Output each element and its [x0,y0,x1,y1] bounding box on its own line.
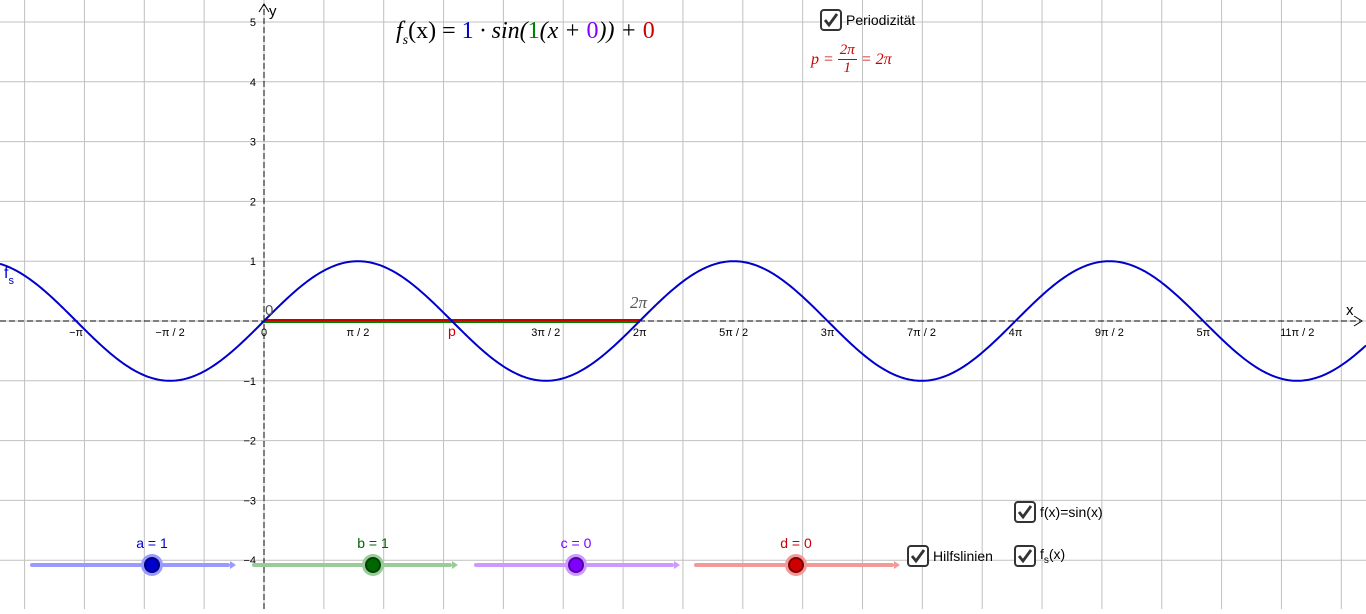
x-tick-label: −π [69,327,83,339]
y-axis-arrow [258,3,270,13]
checkmark-icon [820,9,842,31]
slider-d[interactable]: d = 0 [694,535,904,575]
y-tick-label: 4 [250,77,256,89]
x-tick-label: 5π / 2 [719,327,748,339]
period-end-label: 2π [630,293,648,312]
axes: xy [0,3,1363,609]
f-sin-label: f(x)=sin(x) [1040,504,1103,520]
x-tick-label: 2π [633,327,647,339]
slider-a-track[interactable] [30,563,230,567]
slider-c-label: c = 0 [560,535,592,551]
slider-d-knob[interactable] [788,557,804,573]
x-tick-label: 7π / 2 [907,327,936,339]
y-axis-label: y [269,3,277,20]
slider-a-knob[interactable] [144,557,160,573]
slider-d-arrow-icon [894,561,900,569]
x-axis-arrow [1353,315,1363,327]
x-tick-label: 4π [1009,327,1023,339]
slider-b-label: b = 1 [357,535,389,551]
y-tick-label: 3 [250,137,256,149]
period-formula: p = 2π 1 = 2π [811,42,892,76]
y-tick-label: 2 [250,196,256,208]
y-tick-label: 1 [250,256,256,268]
y-tick-label: −3 [243,495,256,507]
hilfslinien-label: Hilfslinien [933,548,993,564]
curve-label: fs [4,265,14,287]
tick-labels: −π −π / 2 0 π / 2 p 3π / 2 2π 5π / 2 3π 7π / 2 4π 9… [69,17,1314,567]
slider-a[interactable]: a = 1 [30,535,240,575]
fs-checkbox[interactable]: fs(x) [1014,545,1065,567]
slider-b[interactable]: b = 1 [252,535,462,575]
slider-c-knob[interactable] [568,557,584,573]
slider-a-label: a = 1 [136,535,168,551]
x-tick-label: 0 [261,327,267,339]
x-tick-label: 3π / 2 [531,327,560,339]
checkmark-icon [907,545,929,567]
y-tick-label: 5 [250,17,256,29]
function-formula: fs(x) = 1 · sin(1(x + 0)) + 0 [396,18,655,48]
x-tick-label: 3π [821,327,835,339]
x-tick-label: p [448,323,456,339]
slider-b-track[interactable] [252,563,452,567]
slider-d-label: d = 0 [780,535,812,551]
hilfslinien-checkbox[interactable]: Hilfslinien [907,545,993,567]
function-curve-fs[interactable] [0,260,1366,382]
x-tick-label: π / 2 [346,327,369,339]
x-tick-label: −π / 2 [155,327,184,339]
y-tick-label: −1 [243,376,256,388]
periodizitaet-checkbox[interactable]: Periodizität [820,9,915,31]
f-sin-checkbox[interactable]: f(x)=sin(x) [1014,501,1103,523]
y-tick-label: −2 [243,436,256,448]
slider-b-knob[interactable] [365,557,381,573]
x-tick-label: 11π / 2 [1280,327,1314,339]
x-tick-label: 9π / 2 [1095,327,1124,339]
x-axis-label: x [1346,302,1354,319]
slider-b-arrow-icon [452,561,458,569]
checkmark-icon [1014,545,1036,567]
period-start-label: 0 [265,302,273,319]
slider-c[interactable]: c = 0 [474,535,684,575]
slider-a-arrow-icon [230,561,236,569]
x-tick-label: 5π [1196,327,1210,339]
checkmark-icon [1014,501,1036,523]
fs-label: fs(x) [1040,546,1066,566]
periodizitaet-label: Periodizität [846,12,916,28]
slider-c-arrow-icon [674,561,680,569]
